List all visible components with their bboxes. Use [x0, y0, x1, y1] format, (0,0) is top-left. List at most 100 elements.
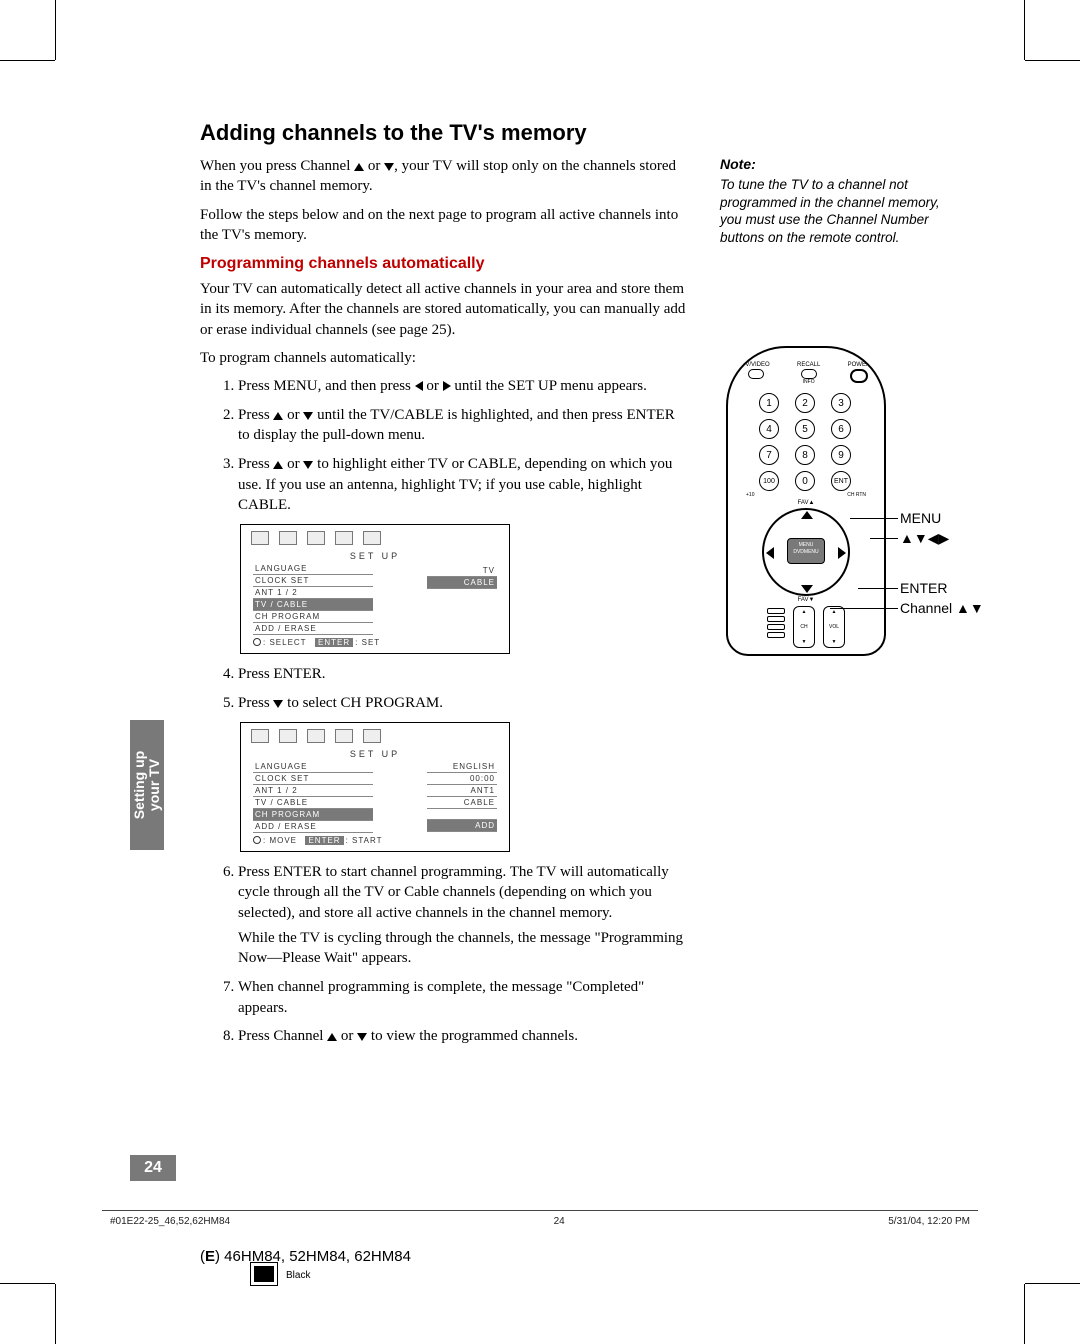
- osd-row: CH PROGRAM: [253, 611, 373, 623]
- callout-arrows: ▲▼◀▶: [900, 530, 949, 547]
- num-2: 2: [795, 393, 815, 413]
- info-label: INFO: [803, 379, 815, 385]
- num-0: 0: [795, 471, 815, 491]
- para-auto-detect: Your TV can automatically detect all act…: [200, 279, 690, 340]
- recall-button-icon: [801, 369, 817, 379]
- osd-val: ENGLISH: [427, 761, 497, 773]
- osd-help: : SELECT ENTER: SET: [253, 637, 380, 647]
- num-100: 100: [759, 471, 779, 491]
- num-1: 1: [759, 393, 779, 413]
- crop-mark: [0, 1283, 55, 1284]
- power-button-icon: [850, 369, 868, 383]
- osd-val-highlight: CABLE: [427, 577, 497, 589]
- tvvideo-label: TV/VIDEO: [742, 362, 770, 368]
- step-4: Press ENTER.: [238, 664, 690, 685]
- num-4: 4: [759, 419, 779, 439]
- note-heading: Note:: [720, 156, 955, 172]
- osd-title: SET UP: [241, 749, 509, 759]
- osd-title: SET UP: [241, 551, 509, 561]
- callout-channel: Channel ▲▼: [900, 600, 984, 616]
- steps-list: Press MENU, and then press or until the …: [200, 376, 690, 516]
- dpad: MENUDVDMENU: [751, 508, 861, 596]
- menu-button: MENUDVDMENU: [787, 538, 825, 564]
- step-6: Press ENTER to start channel programming…: [238, 862, 690, 969]
- note-body: To tune the TV to a channel not programm…: [720, 176, 955, 246]
- step-8: Press Channel or to view the programmed …: [238, 1026, 690, 1047]
- osd-row-highlight: TV / CABLE: [253, 599, 373, 611]
- osd-row: CLOCK SET: [253, 773, 373, 785]
- chrtn-label: CH RTN: [847, 492, 866, 498]
- dpad-right-icon: [838, 547, 846, 559]
- osd-row: CLOCK SET: [253, 575, 373, 587]
- osd-row-highlight: CH PROGRAM: [253, 809, 373, 821]
- osd-row: LANGUAGE: [253, 761, 373, 773]
- step-5: Press to select CH PROGRAM.: [238, 693, 690, 714]
- num-3: 3: [831, 393, 851, 413]
- number-pad: 123 456 789 1000ENT: [728, 393, 884, 491]
- step-7: When channel programming is complete, th…: [238, 977, 690, 1018]
- para-to-program: To program channels automatically:: [200, 348, 690, 368]
- steps-list-cont: Press ENTER. Press to select CH PROGRAM.: [200, 664, 690, 713]
- dpad-left-icon: [766, 547, 774, 559]
- footer-black-label: Black: [286, 1270, 310, 1281]
- osd-row: ADD / ERASE: [253, 623, 373, 635]
- plus10-label: +10: [746, 492, 754, 498]
- section-subtitle: Programming channels automatically: [200, 255, 690, 273]
- power-label: POWER: [848, 362, 871, 368]
- num-7: 7: [759, 445, 779, 465]
- num-6: 6: [831, 419, 851, 439]
- remote-illustration: TV/VIDEO RECALL INFO POWER 123 456 789 10…: [720, 346, 955, 706]
- osd-row: ANT 1 / 2: [253, 587, 373, 599]
- crop-mark: [1024, 0, 1025, 60]
- osd-val: [427, 809, 497, 820]
- page: Adding channels to the TV's memory When …: [0, 0, 1080, 1344]
- osd-val: TV: [427, 565, 497, 577]
- step-2: Press or until the TV/CABLE is highlight…: [238, 405, 690, 446]
- fav-down-label: FAV▼: [728, 597, 884, 603]
- crop-mark: [1025, 60, 1080, 61]
- steps-list-cont2: Press ENTER to start channel programming…: [200, 862, 690, 1048]
- osd-help: : MOVE ENTER: START: [253, 835, 383, 845]
- crop-mark: [1025, 1283, 1080, 1284]
- footer-model: (E) 46HM84, 52HM84, 62HM84: [200, 1248, 411, 1265]
- color-swatch-icon: [250, 1262, 278, 1286]
- step-3: Press or to highlight either TV or CABLE…: [238, 454, 690, 516]
- osd-row: TV / CABLE: [253, 797, 373, 809]
- osd-val: ANT1: [427, 785, 497, 797]
- tvvideo-button-icon: [748, 369, 764, 379]
- dpad-down-icon: [801, 585, 813, 593]
- osd-row: ADD / ERASE: [253, 821, 373, 833]
- callout-enter: ENTER: [900, 580, 947, 596]
- osd-row: ANT 1 / 2: [253, 785, 373, 797]
- num-5: 5: [795, 419, 815, 439]
- content-area: Adding channels to the TV's memory When …: [130, 120, 955, 1055]
- fav-up-label: FAV▲: [728, 500, 884, 506]
- osd-screenshot-2: SET UP LANGUAGE CLOCK SET ANT 1 / 2 TV /…: [240, 722, 510, 852]
- callout-menu: MENU: [900, 510, 941, 526]
- step-6-sub: While the TV is cycling through the chan…: [238, 928, 690, 969]
- crop-mark: [55, 1284, 56, 1344]
- side-tab: Setting upyour TV: [130, 720, 164, 850]
- num-8: 8: [795, 445, 815, 465]
- footer-filename: #01E22-25_46,52,62HM84: [110, 1216, 230, 1227]
- osd-val: 00:00: [427, 773, 497, 785]
- osd-val-highlight: ADD: [427, 820, 497, 832]
- osd-val: CABLE: [427, 797, 497, 809]
- page-number: 24: [130, 1155, 176, 1181]
- intro-paragraph-2: Follow the steps below and on the next p…: [200, 205, 690, 246]
- crop-mark: [1024, 1284, 1025, 1344]
- crop-mark: [55, 0, 56, 60]
- num-9: 9: [831, 445, 851, 465]
- recall-label: RECALL: [797, 362, 820, 368]
- osd-row: LANGUAGE: [253, 563, 373, 575]
- page-title: Adding channels to the TV's memory: [200, 120, 955, 146]
- right-column: Note: To tune the TV to a channel not pr…: [720, 156, 955, 1055]
- ch-rocker: ▲CH▼: [793, 606, 815, 648]
- intro-paragraph-1: When you press Channel or , your TV will…: [200, 156, 690, 197]
- left-column: When you press Channel or , your TV will…: [130, 156, 690, 1055]
- mode-switch: [767, 608, 785, 648]
- footer-rule: [102, 1210, 978, 1211]
- footer-datetime: 5/31/04, 12:20 PM: [888, 1216, 970, 1227]
- step-1: Press MENU, and then press or until the …: [238, 376, 690, 397]
- crop-mark: [0, 60, 55, 61]
